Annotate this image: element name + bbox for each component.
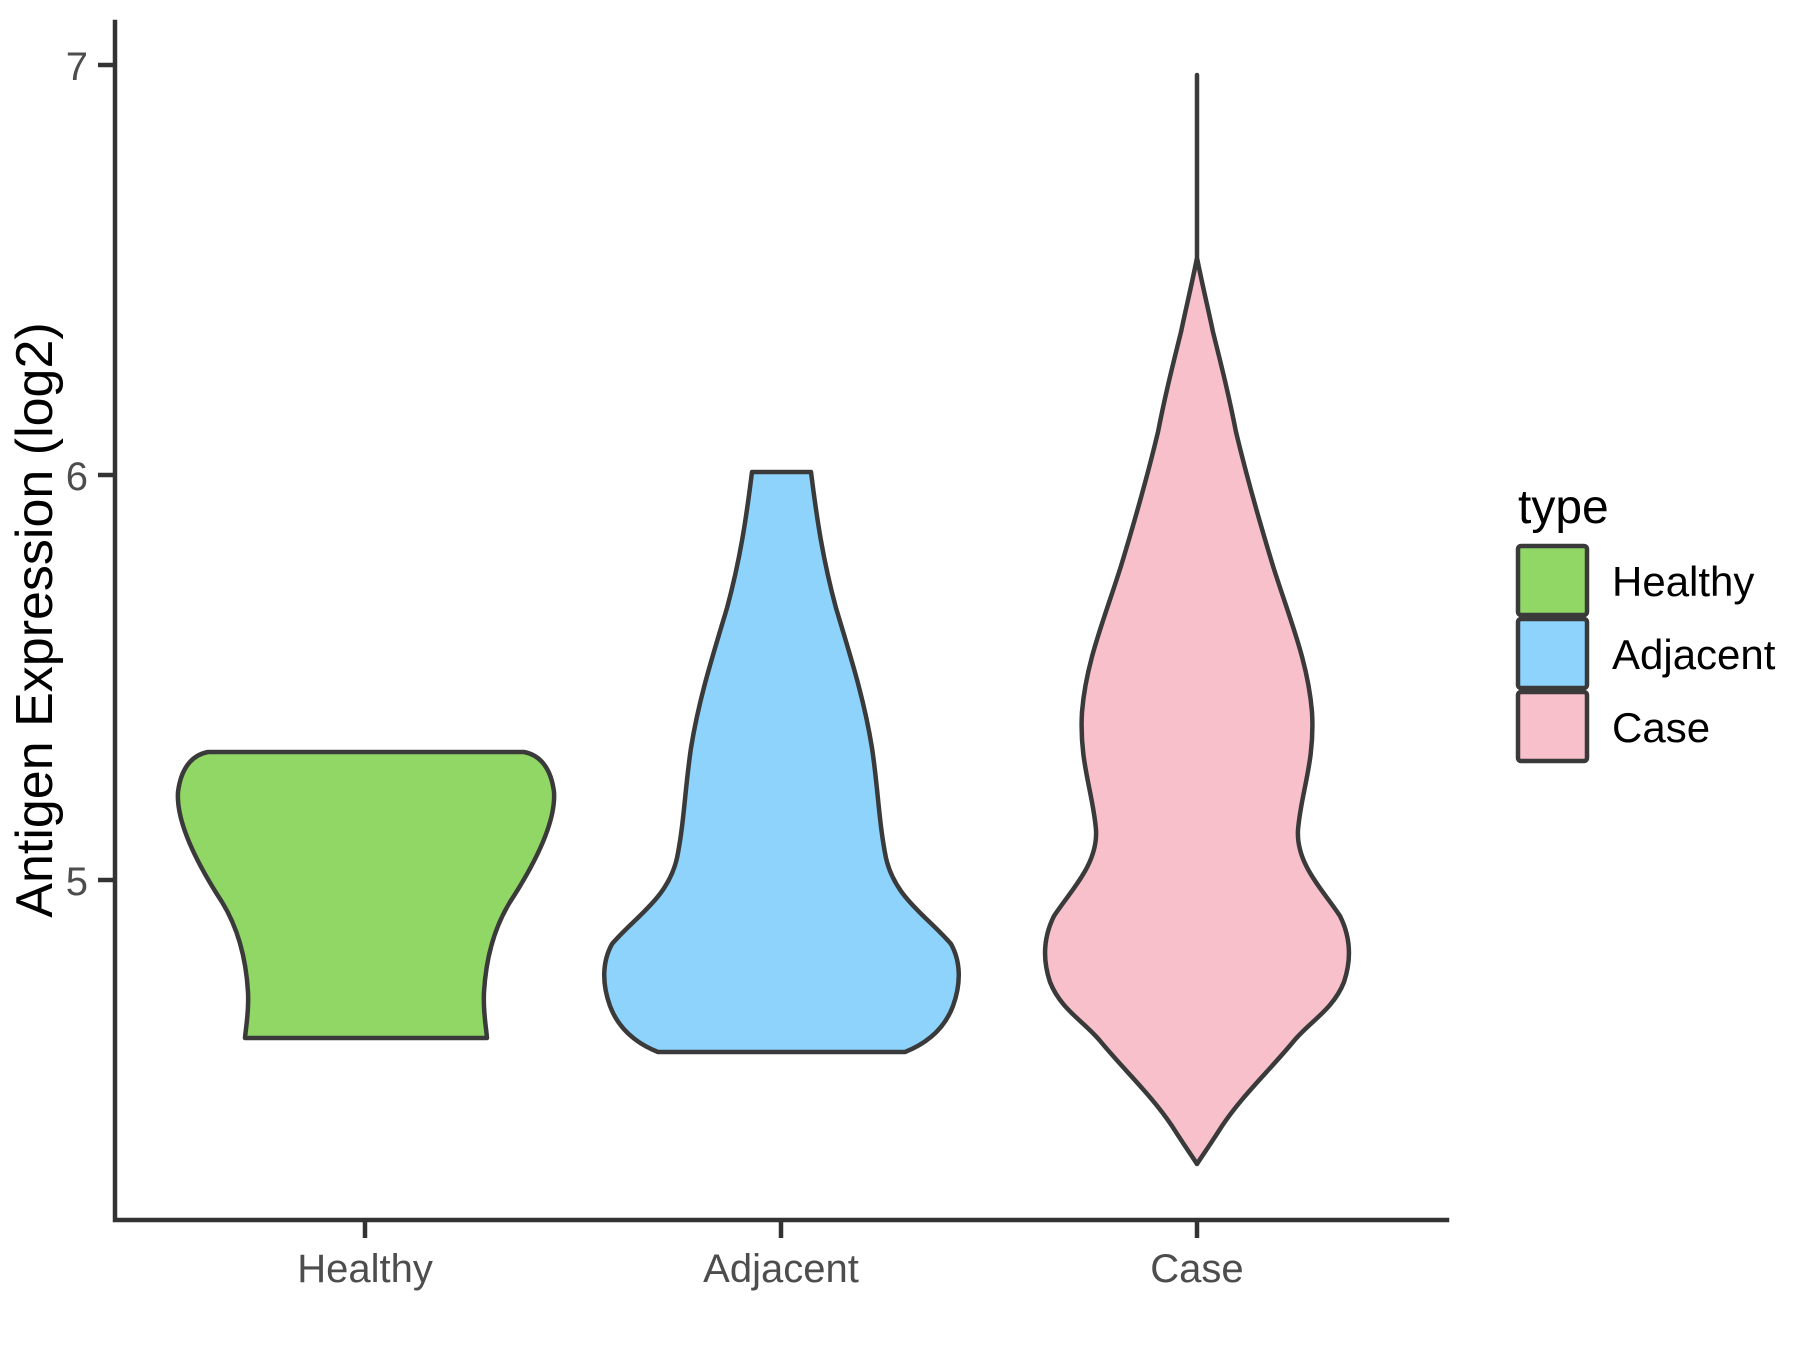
violin-healthy	[175, 749, 557, 1041]
x-tick-marks	[362, 1220, 1200, 1238]
x-tick-label-case: Case	[1150, 1247, 1243, 1291]
legend-label-adjacent: Adjacent	[1612, 631, 1776, 678]
legend-key-healthy	[1515, 543, 1590, 618]
violin-case	[1042, 72, 1352, 1167]
axis-lines	[112, 19, 1450, 1223]
violin-adjacent	[602, 469, 961, 1055]
x-tick-labels: Healthy Adjacent Case	[297, 1247, 1244, 1291]
legend: type Healthy Adjacent Case	[1515, 481, 1776, 764]
y-tick-label-7: 7	[66, 45, 88, 89]
y-tick-labels: 7 6 5	[66, 45, 88, 904]
legend-title: type	[1518, 481, 1609, 534]
legend-label-healthy: Healthy	[1612, 558, 1754, 605]
legend-key-adjacent	[1515, 616, 1590, 691]
violin-group	[175, 72, 1352, 1167]
y-tick-label-5: 5	[66, 860, 88, 904]
y-tick-label-6: 6	[66, 455, 88, 499]
x-tick-label-adjacent: Adjacent	[703, 1247, 859, 1291]
x-tick-label-healthy: Healthy	[297, 1247, 433, 1291]
y-tick-marks	[98, 62, 115, 883]
y-axis-title: Antigen Expression (log2)	[6, 322, 64, 917]
legend-label-case: Case	[1612, 704, 1710, 751]
legend-key-case	[1515, 689, 1590, 764]
